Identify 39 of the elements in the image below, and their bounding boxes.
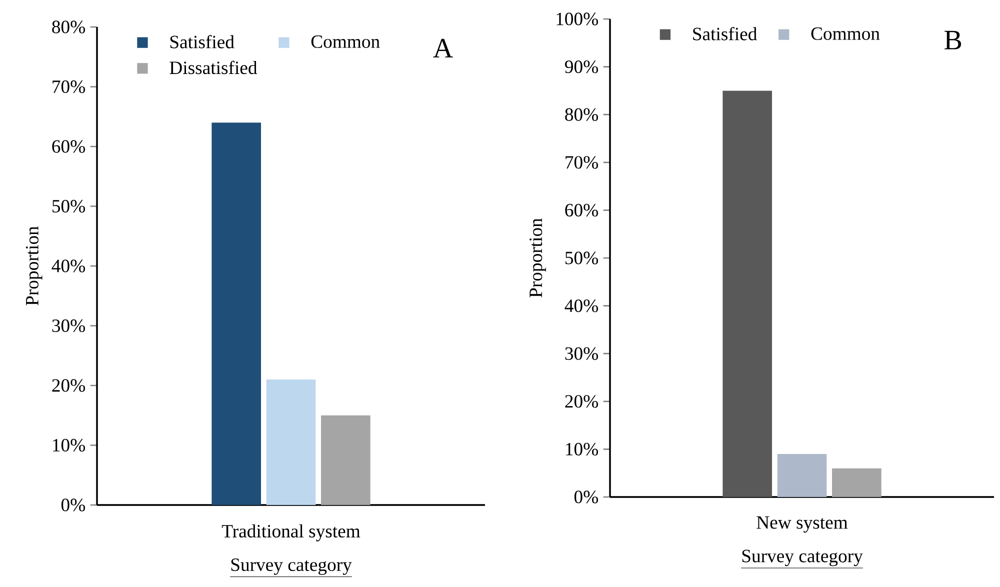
y-tick-label: 50% xyxy=(52,200,85,213)
bar xyxy=(321,415,370,505)
y-axis-title: Proportion xyxy=(26,226,42,306)
annotation: A xyxy=(433,38,453,58)
y-tick-label: 60% xyxy=(565,204,598,217)
y-tick-label: 80% xyxy=(52,20,85,34)
y-tick-label: 20% xyxy=(52,379,85,392)
y-tick-label: 0% xyxy=(61,498,85,512)
x-axis-title: Survey category xyxy=(231,558,352,575)
y-tick-label: 20% xyxy=(565,395,598,408)
bar xyxy=(266,380,316,505)
legend-label: Dissatisfied xyxy=(170,60,258,74)
legend-label: Satisfied xyxy=(170,34,234,48)
legend-label: Common xyxy=(811,27,880,40)
x-axis-title: Survey category xyxy=(742,550,863,566)
y-tick-label: 80% xyxy=(565,108,598,121)
legend-label: Common xyxy=(311,35,380,48)
bar xyxy=(832,468,882,497)
x-tick-label: New system xyxy=(756,516,848,533)
y-tick-label: 10% xyxy=(566,442,598,456)
bar xyxy=(777,454,827,497)
legend-label: Satisfied xyxy=(693,26,757,40)
y-axis-title: Proportion xyxy=(530,218,546,298)
text: B xyxy=(944,30,962,50)
y-tick-label: 30% xyxy=(52,319,85,332)
y-tick-label: 40% xyxy=(52,260,85,272)
y-tick-label: 50% xyxy=(565,252,598,264)
bar xyxy=(722,90,772,497)
y-tick-label: 30% xyxy=(565,347,598,360)
y-tick-label: 70% xyxy=(566,156,598,169)
y-tick-label: 90% xyxy=(565,60,598,74)
y-tick-label: 70% xyxy=(52,80,85,94)
y-tick-label: 0% xyxy=(574,490,598,504)
y-tick-label: 10% xyxy=(53,438,85,452)
y-tick-label: 40% xyxy=(564,299,598,312)
bar xyxy=(212,122,261,505)
x-tick-label: Traditional system xyxy=(222,524,360,542)
y-tick-label: 60% xyxy=(52,140,85,153)
y-tick-label: 100% xyxy=(556,12,598,26)
